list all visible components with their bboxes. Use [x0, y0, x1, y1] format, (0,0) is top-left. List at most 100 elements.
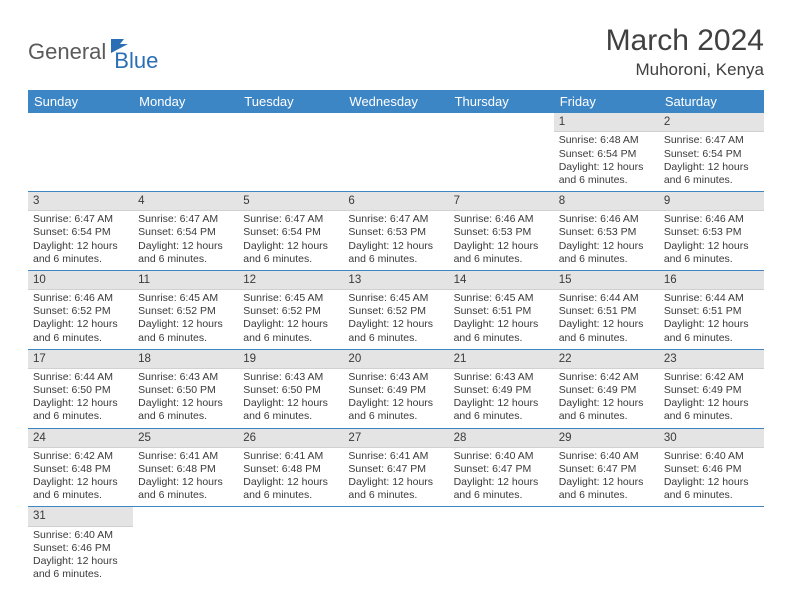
- header: General Blue March 2024 Muhoroni, Kenya: [28, 24, 764, 80]
- sunrise-line: Sunrise: 6:43 AM: [138, 371, 233, 384]
- sunrise-line: Sunrise: 6:48 AM: [559, 134, 654, 147]
- sunset-line: Sunset: 6:51 PM: [454, 305, 549, 318]
- calendar-cell: [133, 113, 238, 191]
- sunrise-line: Sunrise: 6:46 AM: [559, 213, 654, 226]
- daylight-line: Daylight: 12 hours and 6 minutes.: [33, 397, 128, 423]
- day-body: Sunrise: 6:48 AMSunset: 6:54 PMDaylight:…: [554, 132, 659, 191]
- day-body: Sunrise: 6:40 AMSunset: 6:46 PMDaylight:…: [659, 448, 764, 507]
- calendar-cell: 17Sunrise: 6:44 AMSunset: 6:50 PMDayligh…: [28, 349, 133, 428]
- daylight-line: Daylight: 12 hours and 6 minutes.: [243, 476, 338, 502]
- day-body: Sunrise: 6:47 AMSunset: 6:54 PMDaylight:…: [659, 132, 764, 191]
- sunset-line: Sunset: 6:49 PM: [348, 384, 443, 397]
- daylight-line: Daylight: 12 hours and 6 minutes.: [138, 476, 233, 502]
- daylight-line: Daylight: 12 hours and 6 minutes.: [243, 318, 338, 344]
- calendar-cell: [28, 113, 133, 191]
- sunrise-line: Sunrise: 6:40 AM: [664, 450, 759, 463]
- calendar-cell: 19Sunrise: 6:43 AMSunset: 6:50 PMDayligh…: [238, 349, 343, 428]
- day-number: 13: [343, 271, 448, 290]
- daylight-line: Daylight: 12 hours and 6 minutes.: [664, 476, 759, 502]
- sunrise-line: Sunrise: 6:47 AM: [348, 213, 443, 226]
- day-number: 2: [659, 113, 764, 132]
- sunrise-line: Sunrise: 6:43 AM: [348, 371, 443, 384]
- daylight-line: Daylight: 12 hours and 6 minutes.: [243, 240, 338, 266]
- day-body: Sunrise: 6:45 AMSunset: 6:52 PMDaylight:…: [343, 290, 448, 349]
- sunset-line: Sunset: 6:53 PM: [664, 226, 759, 239]
- daylight-line: Daylight: 12 hours and 6 minutes.: [454, 240, 549, 266]
- calendar-cell: 9Sunrise: 6:46 AMSunset: 6:53 PMDaylight…: [659, 191, 764, 270]
- day-number: 1: [554, 113, 659, 132]
- daylight-line: Daylight: 12 hours and 6 minutes.: [243, 397, 338, 423]
- calendar-cell: 21Sunrise: 6:43 AMSunset: 6:49 PMDayligh…: [449, 349, 554, 428]
- calendar-cell: 8Sunrise: 6:46 AMSunset: 6:53 PMDaylight…: [554, 191, 659, 270]
- daylight-line: Daylight: 12 hours and 6 minutes.: [348, 476, 443, 502]
- weekday-header: Thursday: [449, 90, 554, 113]
- calendar-cell: [133, 507, 238, 585]
- sunrise-line: Sunrise: 6:44 AM: [559, 292, 654, 305]
- sunset-line: Sunset: 6:48 PM: [33, 463, 128, 476]
- calendar-cell: [238, 113, 343, 191]
- calendar-cell: 15Sunrise: 6:44 AMSunset: 6:51 PMDayligh…: [554, 270, 659, 349]
- sunset-line: Sunset: 6:54 PM: [664, 148, 759, 161]
- sunrise-line: Sunrise: 6:45 AM: [243, 292, 338, 305]
- page: General Blue March 2024 Muhoroni, Kenya …: [0, 0, 792, 609]
- daylight-line: Daylight: 12 hours and 6 minutes.: [559, 318, 654, 344]
- daylight-line: Daylight: 12 hours and 6 minutes.: [348, 240, 443, 266]
- calendar-cell: [449, 507, 554, 585]
- day-body: Sunrise: 6:46 AMSunset: 6:53 PMDaylight:…: [449, 211, 554, 270]
- day-number: 4: [133, 192, 238, 211]
- sunrise-line: Sunrise: 6:41 AM: [348, 450, 443, 463]
- calendar-cell: 22Sunrise: 6:42 AMSunset: 6:49 PMDayligh…: [554, 349, 659, 428]
- calendar-cell: 18Sunrise: 6:43 AMSunset: 6:50 PMDayligh…: [133, 349, 238, 428]
- calendar-row: 3Sunrise: 6:47 AMSunset: 6:54 PMDaylight…: [28, 191, 764, 270]
- calendar-cell: 1Sunrise: 6:48 AMSunset: 6:54 PMDaylight…: [554, 113, 659, 191]
- daylight-line: Daylight: 12 hours and 6 minutes.: [664, 397, 759, 423]
- calendar-cell: [659, 507, 764, 585]
- daylight-line: Daylight: 12 hours and 6 minutes.: [33, 318, 128, 344]
- calendar-cell: 28Sunrise: 6:40 AMSunset: 6:47 PMDayligh…: [449, 428, 554, 507]
- calendar-cell: 4Sunrise: 6:47 AMSunset: 6:54 PMDaylight…: [133, 191, 238, 270]
- calendar-table: Sunday Monday Tuesday Wednesday Thursday…: [28, 90, 764, 585]
- calendar-cell: [343, 507, 448, 585]
- day-body: Sunrise: 6:44 AMSunset: 6:51 PMDaylight:…: [659, 290, 764, 349]
- calendar-cell: 14Sunrise: 6:45 AMSunset: 6:51 PMDayligh…: [449, 270, 554, 349]
- day-body: Sunrise: 6:43 AMSunset: 6:49 PMDaylight:…: [449, 369, 554, 428]
- calendar-cell: [238, 507, 343, 585]
- sunset-line: Sunset: 6:54 PM: [138, 226, 233, 239]
- logo-text-general: General: [28, 39, 106, 65]
- daylight-line: Daylight: 12 hours and 6 minutes.: [559, 476, 654, 502]
- sunrise-line: Sunrise: 6:47 AM: [33, 213, 128, 226]
- sunset-line: Sunset: 6:53 PM: [559, 226, 654, 239]
- day-body: Sunrise: 6:44 AMSunset: 6:50 PMDaylight:…: [28, 369, 133, 428]
- day-number: 30: [659, 429, 764, 448]
- day-number: 21: [449, 350, 554, 369]
- sunrise-line: Sunrise: 6:46 AM: [33, 292, 128, 305]
- day-body: Sunrise: 6:41 AMSunset: 6:48 PMDaylight:…: [238, 448, 343, 507]
- daylight-line: Daylight: 12 hours and 6 minutes.: [348, 397, 443, 423]
- calendar-cell: 2Sunrise: 6:47 AMSunset: 6:54 PMDaylight…: [659, 113, 764, 191]
- sunset-line: Sunset: 6:53 PM: [454, 226, 549, 239]
- logo: General Blue: [28, 30, 158, 74]
- daylight-line: Daylight: 12 hours and 6 minutes.: [664, 240, 759, 266]
- calendar-cell: [449, 113, 554, 191]
- day-body: Sunrise: 6:46 AMSunset: 6:53 PMDaylight:…: [554, 211, 659, 270]
- calendar-cell: 29Sunrise: 6:40 AMSunset: 6:47 PMDayligh…: [554, 428, 659, 507]
- sunset-line: Sunset: 6:52 PM: [138, 305, 233, 318]
- day-number: 10: [28, 271, 133, 290]
- sunset-line: Sunset: 6:51 PM: [559, 305, 654, 318]
- day-body: Sunrise: 6:40 AMSunset: 6:46 PMDaylight:…: [28, 527, 133, 586]
- calendar-cell: 25Sunrise: 6:41 AMSunset: 6:48 PMDayligh…: [133, 428, 238, 507]
- day-body: Sunrise: 6:45 AMSunset: 6:52 PMDaylight:…: [238, 290, 343, 349]
- day-body: Sunrise: 6:40 AMSunset: 6:47 PMDaylight:…: [449, 448, 554, 507]
- sunrise-line: Sunrise: 6:42 AM: [664, 371, 759, 384]
- calendar-cell: 30Sunrise: 6:40 AMSunset: 6:46 PMDayligh…: [659, 428, 764, 507]
- sunset-line: Sunset: 6:53 PM: [348, 226, 443, 239]
- sunset-line: Sunset: 6:54 PM: [33, 226, 128, 239]
- day-body: Sunrise: 6:41 AMSunset: 6:47 PMDaylight:…: [343, 448, 448, 507]
- sunset-line: Sunset: 6:54 PM: [559, 148, 654, 161]
- calendar-cell: 20Sunrise: 6:43 AMSunset: 6:49 PMDayligh…: [343, 349, 448, 428]
- sunrise-line: Sunrise: 6:41 AM: [243, 450, 338, 463]
- weekday-header: Sunday: [28, 90, 133, 113]
- day-number: 19: [238, 350, 343, 369]
- calendar-cell: 10Sunrise: 6:46 AMSunset: 6:52 PMDayligh…: [28, 270, 133, 349]
- sunset-line: Sunset: 6:50 PM: [33, 384, 128, 397]
